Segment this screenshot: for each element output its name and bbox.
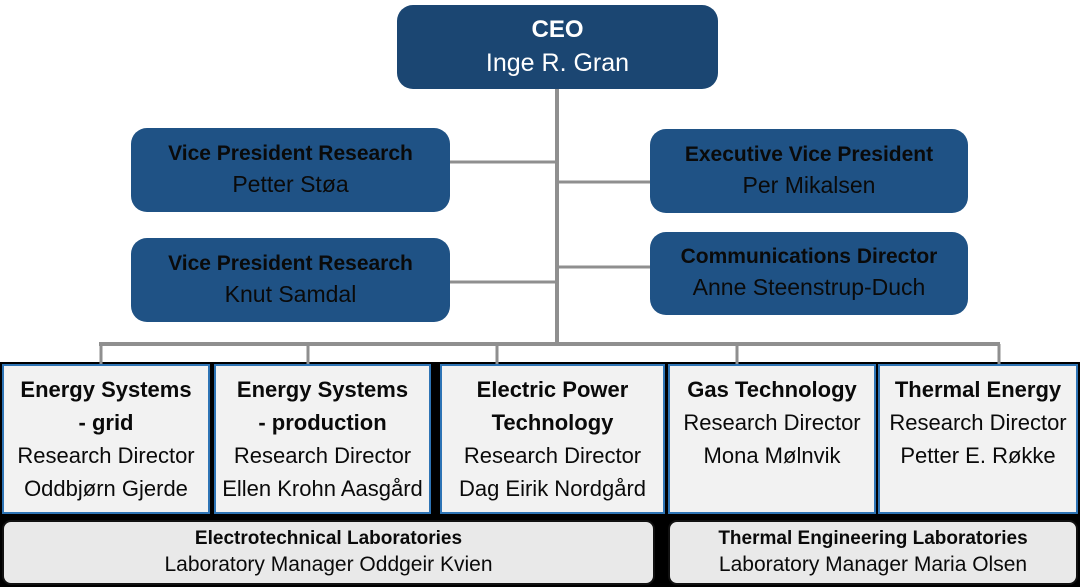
dept-title: Gas Technology bbox=[687, 377, 857, 402]
dept-title-line2: Technology bbox=[491, 410, 614, 435]
executive-vp-box: Executive Vice President Per Mikalsen bbox=[650, 129, 968, 213]
dept-director-name: Dag Eirik Nordgård bbox=[458, 476, 647, 501]
ceo-box: CEO Inge R. Gran bbox=[397, 5, 718, 89]
dept-role: Research Director bbox=[889, 410, 1067, 435]
vp-research-2-name: Knut Samdal bbox=[224, 280, 357, 307]
ceo-title: CEO bbox=[531, 15, 584, 43]
dept-director-name: Petter E. Røkke bbox=[900, 443, 1056, 468]
dept-title-line2: - production bbox=[258, 410, 387, 435]
dept-title: Thermal Energy bbox=[894, 377, 1062, 402]
dept-role: Research Director bbox=[233, 443, 412, 468]
lab-manager: Laboratory Manager Oddgeir Kvien bbox=[164, 553, 493, 577]
dept-gas-technology-box: Gas Technology Research Director Mona Mø… bbox=[668, 364, 876, 514]
ceo-name: Inge R. Gran bbox=[485, 49, 630, 78]
dept-director-name: Mona Mølnvik bbox=[703, 443, 841, 468]
vp-research-1-name: Petter Støa bbox=[232, 170, 349, 197]
dept-title: Electric Power bbox=[476, 377, 629, 402]
dept-role: Research Director bbox=[683, 410, 861, 435]
vp-research-2-box: Vice President Research Knut Samdal bbox=[131, 238, 450, 322]
dept-role: Research Director bbox=[463, 443, 642, 468]
lab-electrotechnical-box: Electrotechnical Laboratories Laboratory… bbox=[2, 520, 655, 585]
lab-manager: Laboratory Manager Maria Olsen bbox=[718, 553, 1028, 577]
executive-vp-title: Executive Vice President bbox=[684, 142, 934, 166]
communications-director-title: Communications Director bbox=[680, 245, 938, 269]
vp-research-2-title: Vice President Research bbox=[168, 251, 413, 275]
dept-role: Research Director bbox=[17, 443, 195, 468]
lab-title: Thermal Engineering Laboratories bbox=[718, 527, 1028, 549]
dept-title: Energy Systems bbox=[236, 377, 409, 402]
vp-research-1-title: Vice President Research bbox=[168, 141, 413, 165]
dept-thermal-energy-box: Thermal Energy Research Director Petter … bbox=[878, 364, 1078, 514]
dept-electric-power-technology-box: Electric Power Technology Research Direc… bbox=[440, 364, 665, 514]
dept-title-line2: - grid bbox=[78, 410, 134, 435]
lab-title: Electrotechnical Laboratories bbox=[194, 527, 463, 549]
vp-research-1-box: Vice President Research Petter Støa bbox=[131, 128, 450, 212]
communications-director-box: Communications Director Anne Steenstrup-… bbox=[650, 232, 968, 315]
dept-energy-systems-grid-box: Energy Systems - grid Research Director … bbox=[2, 364, 210, 514]
dept-director-name: Oddbjørn Gjerde bbox=[24, 476, 188, 501]
communications-director-name: Anne Steenstrup-Duch bbox=[692, 274, 926, 301]
dept-title: Energy Systems bbox=[20, 377, 192, 402]
executive-vp-name: Per Mikalsen bbox=[742, 171, 876, 198]
dept-director-name: Ellen Krohn Aasgård bbox=[222, 476, 423, 501]
lab-thermal-engineering-box: Thermal Engineering Laboratories Laborat… bbox=[668, 520, 1078, 585]
dept-energy-systems-production-box: Energy Systems - production Research Dir… bbox=[214, 364, 431, 514]
